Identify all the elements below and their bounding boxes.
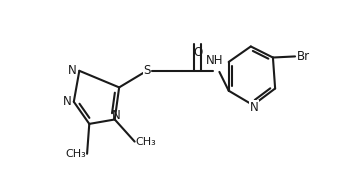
Text: N: N [63,95,72,108]
Text: N: N [250,101,258,114]
Text: CH₃: CH₃ [65,149,86,159]
Text: CH₃: CH₃ [136,137,157,147]
Text: N: N [68,64,77,77]
Text: S: S [143,64,150,77]
Text: NH: NH [206,54,224,67]
Text: O: O [193,47,202,59]
Text: N: N [112,109,120,122]
Text: Br: Br [297,50,310,63]
